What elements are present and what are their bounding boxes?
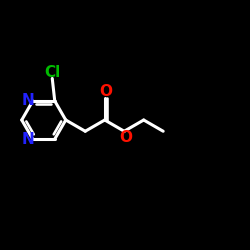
Text: O: O [100, 84, 112, 99]
Text: N: N [22, 94, 34, 108]
Text: O: O [119, 130, 132, 145]
Text: N: N [22, 132, 34, 146]
Text: Cl: Cl [44, 65, 60, 80]
